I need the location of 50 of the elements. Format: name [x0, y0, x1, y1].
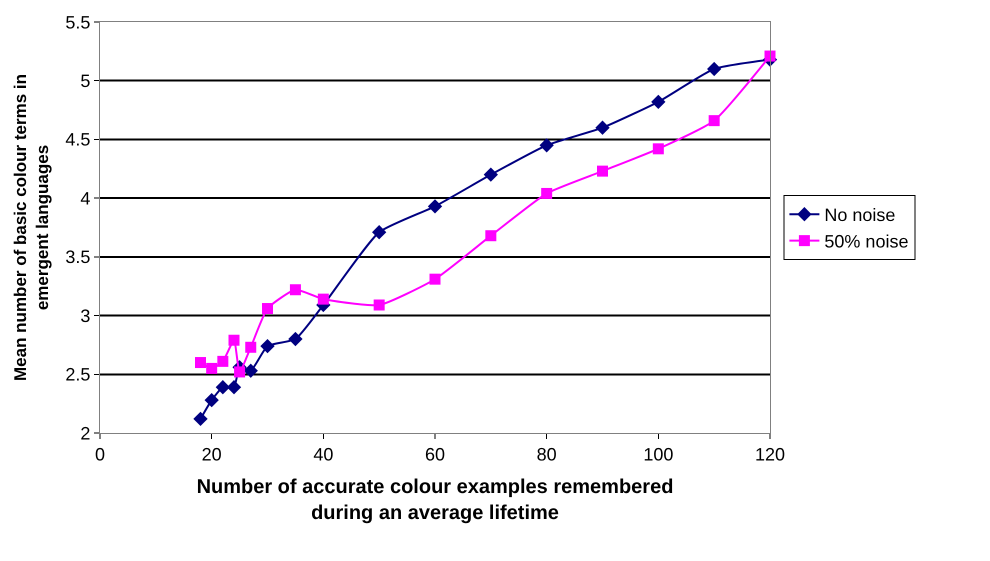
x-tick-label: 0	[94, 444, 106, 465]
x-tick-label: 40	[313, 444, 334, 465]
x-tick-label: 100	[643, 444, 674, 465]
point	[288, 332, 303, 346]
point	[652, 143, 664, 154]
legend-label: 50% noise	[824, 232, 908, 252]
point	[244, 364, 258, 378]
point	[234, 366, 246, 378]
point	[540, 138, 554, 152]
point	[226, 380, 242, 394]
y-tick-label: 2.5	[65, 364, 90, 385]
point	[428, 199, 442, 214]
point	[217, 356, 228, 367]
point	[541, 188, 552, 199]
y-tick-label: 4	[80, 188, 90, 208]
point	[260, 338, 275, 354]
y-tick-label: 3.5	[65, 247, 90, 268]
legend-label: No noise	[824, 205, 896, 226]
x-tick-label: 60	[424, 444, 446, 465]
point	[193, 412, 208, 426]
y-tick-label: 3	[80, 306, 90, 326]
point	[484, 168, 498, 182]
y-tick-label: 5.5	[65, 12, 90, 32]
y-tick-label: 4.5	[65, 130, 90, 150]
point	[228, 334, 240, 346]
point	[485, 230, 496, 242]
point	[262, 303, 273, 314]
point	[708, 115, 720, 126]
x-tick-label: 120	[754, 444, 786, 465]
y-tick-label: 2	[80, 423, 90, 444]
point	[318, 294, 329, 305]
point	[206, 362, 218, 374]
point	[195, 357, 206, 368]
point	[707, 62, 722, 76]
point	[245, 342, 256, 353]
x-tick-label: 20	[202, 444, 222, 465]
point	[216, 380, 230, 394]
x-tick-label: 80	[536, 444, 557, 465]
point	[764, 50, 776, 62]
point	[290, 284, 301, 296]
y-axis-title: Mean number of basic colour terms in emergent languages	[10, 74, 52, 382]
x-axis-title: Number of accurate colour examples remembered during an average lifetime	[196, 476, 674, 524]
point	[374, 300, 385, 310]
point	[597, 166, 608, 177]
y-tick-label: 5	[80, 71, 90, 92]
point	[430, 274, 440, 285]
point	[204, 392, 219, 408]
point	[651, 94, 666, 109]
point	[595, 120, 610, 135]
point	[372, 225, 386, 240]
